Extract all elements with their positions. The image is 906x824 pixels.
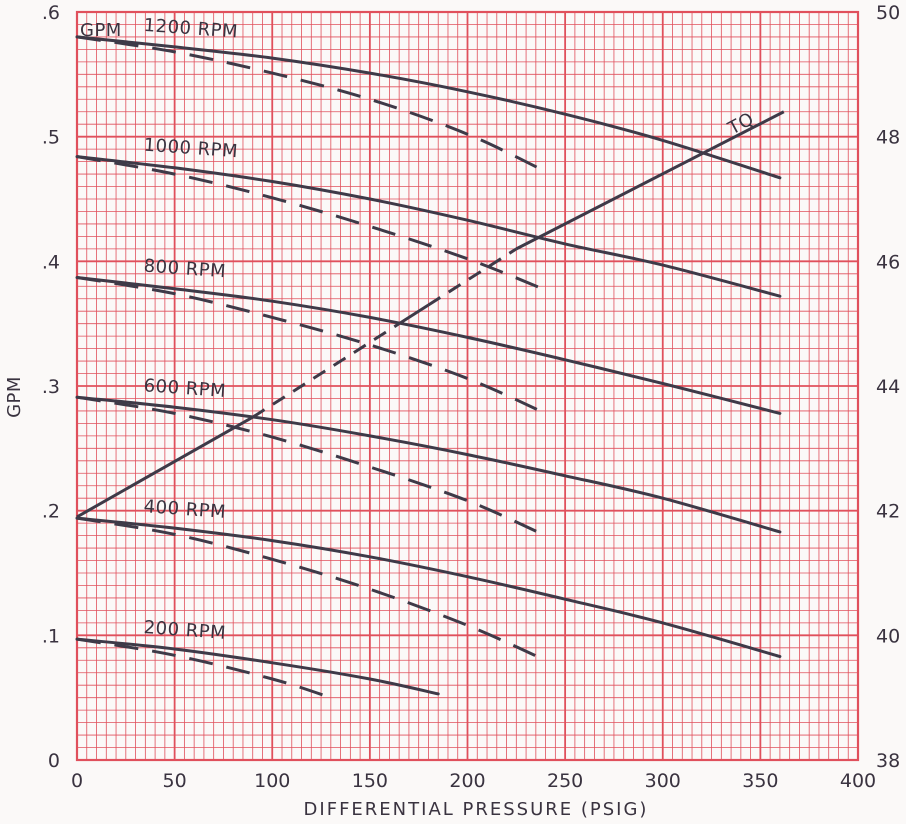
y2-tick-label: 44 xyxy=(876,376,900,398)
torque-line-segment xyxy=(251,322,400,419)
y2-tick-label: 50 xyxy=(876,2,900,24)
y2-tick-label: 48 xyxy=(876,127,900,149)
series-layer xyxy=(75,35,785,700)
labels-layer: 0 50 100 150 200 250 300 350 400 0 .1 .2 .3 .4 .5 .6 38 4… xyxy=(42,2,900,792)
y-tick-label: .6 xyxy=(42,2,60,24)
dashed-series-line xyxy=(76,35,547,173)
series-line xyxy=(75,155,782,298)
dashed-series-line xyxy=(76,155,547,292)
plot-border xyxy=(75,10,860,762)
x-tick-label: 100 xyxy=(254,770,290,792)
y-tick-label: .3 xyxy=(42,376,60,398)
dashed-series-line xyxy=(76,395,547,537)
y-tick-label: .5 xyxy=(42,127,60,149)
x-axis-title: DIFFERENTIAL PRESSURE (PSIG) xyxy=(304,799,649,820)
dashed-series-line xyxy=(76,637,332,700)
x-tick-label: 200 xyxy=(449,770,485,792)
y-tick-label: .1 xyxy=(42,625,60,647)
series-line xyxy=(75,637,440,696)
y2-tick-label: 38 xyxy=(876,750,900,772)
x-tick-label: 350 xyxy=(742,770,778,792)
y-axis-title: GPM xyxy=(4,376,25,418)
x-tick-label: 400 xyxy=(840,770,876,792)
torque-line-segment xyxy=(515,110,785,251)
x-tick-label: 250 xyxy=(547,770,583,792)
y-tick-label: .2 xyxy=(42,501,60,523)
series-line xyxy=(75,395,782,534)
y2-tick-label: 42 xyxy=(876,501,900,523)
y-tick-label: 0 xyxy=(48,750,60,772)
y2-tick-label: 46 xyxy=(876,251,900,273)
x-tick-label: 0 xyxy=(71,770,83,792)
y2-tick-label: 40 xyxy=(876,625,900,647)
dashed-series-line xyxy=(76,516,547,662)
series-line xyxy=(75,276,782,415)
torque-line-segment xyxy=(427,247,518,307)
gpm-corner-label: GPM xyxy=(80,20,122,41)
x-tick-label: 50 xyxy=(163,770,187,792)
dashed-series-line xyxy=(76,276,547,415)
series-line xyxy=(75,35,782,180)
series-line xyxy=(75,516,782,658)
x-tick-label: 150 xyxy=(352,770,388,792)
torque-line-segment xyxy=(76,415,254,519)
x-tick-label: 300 xyxy=(645,770,681,792)
grid xyxy=(75,10,860,762)
y-tick-label: .4 xyxy=(42,251,60,273)
torque-line-segment xyxy=(398,303,430,325)
